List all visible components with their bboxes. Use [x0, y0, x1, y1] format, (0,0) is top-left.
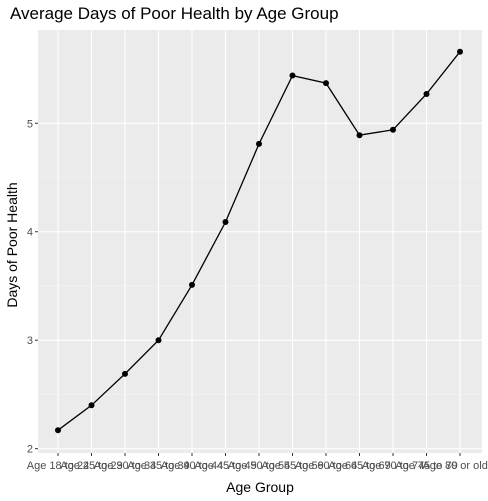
x-tick-label: Age 70 to 74 [362, 460, 424, 472]
x-tick-label: Age 35 to 39 [127, 460, 189, 472]
data-point [423, 90, 430, 97]
data-point [356, 132, 363, 139]
y-axis: 2 3 4 5 [27, 118, 38, 456]
series-points [55, 48, 463, 434]
plot-panel [38, 30, 482, 453]
data-point [122, 370, 128, 377]
x-tick-label: Age 50 to 54 [228, 460, 290, 472]
x-tick-label: Age 65 to 69 [328, 460, 390, 472]
y-tick-label: 2 [27, 444, 33, 456]
grid-major [38, 30, 482, 453]
x-tick-label: Age 80 or older [422, 460, 488, 472]
data-point [289, 72, 296, 79]
x-tick-label: Age 45 to 49 [194, 460, 256, 472]
data-point [390, 126, 396, 133]
data-point [256, 140, 262, 147]
y-axis-label: Days of Poor Health [4, 182, 20, 307]
data-point [88, 402, 95, 409]
data-point [189, 281, 195, 288]
x-tick-label: Age 25 to 29 [60, 460, 122, 472]
x-tick-label: Age 18 to 24 [27, 460, 89, 472]
data-point [323, 80, 329, 87]
x-tick-label: Age 55 to 59 [261, 460, 323, 472]
x-tick-label: Age 60 to 64 [295, 460, 357, 472]
x-tick-label: Age 30 to 34 [94, 460, 156, 472]
y-tick-label: 3 [27, 335, 33, 347]
data-point [222, 218, 229, 225]
y-tick-label: 5 [27, 118, 33, 130]
grid-minor [38, 177, 482, 395]
chart-title: Average Days of Poor Health by Age Group [10, 4, 339, 23]
x-axis-label: Age Group [226, 479, 294, 495]
y-tick-label: 4 [27, 227, 33, 239]
data-point [457, 48, 463, 55]
data-point [155, 337, 162, 344]
x-tick-label: Age 75 to 79 [395, 460, 457, 472]
x-tick-label: Age 40 to 44 [161, 460, 223, 472]
data-point [55, 427, 61, 434]
